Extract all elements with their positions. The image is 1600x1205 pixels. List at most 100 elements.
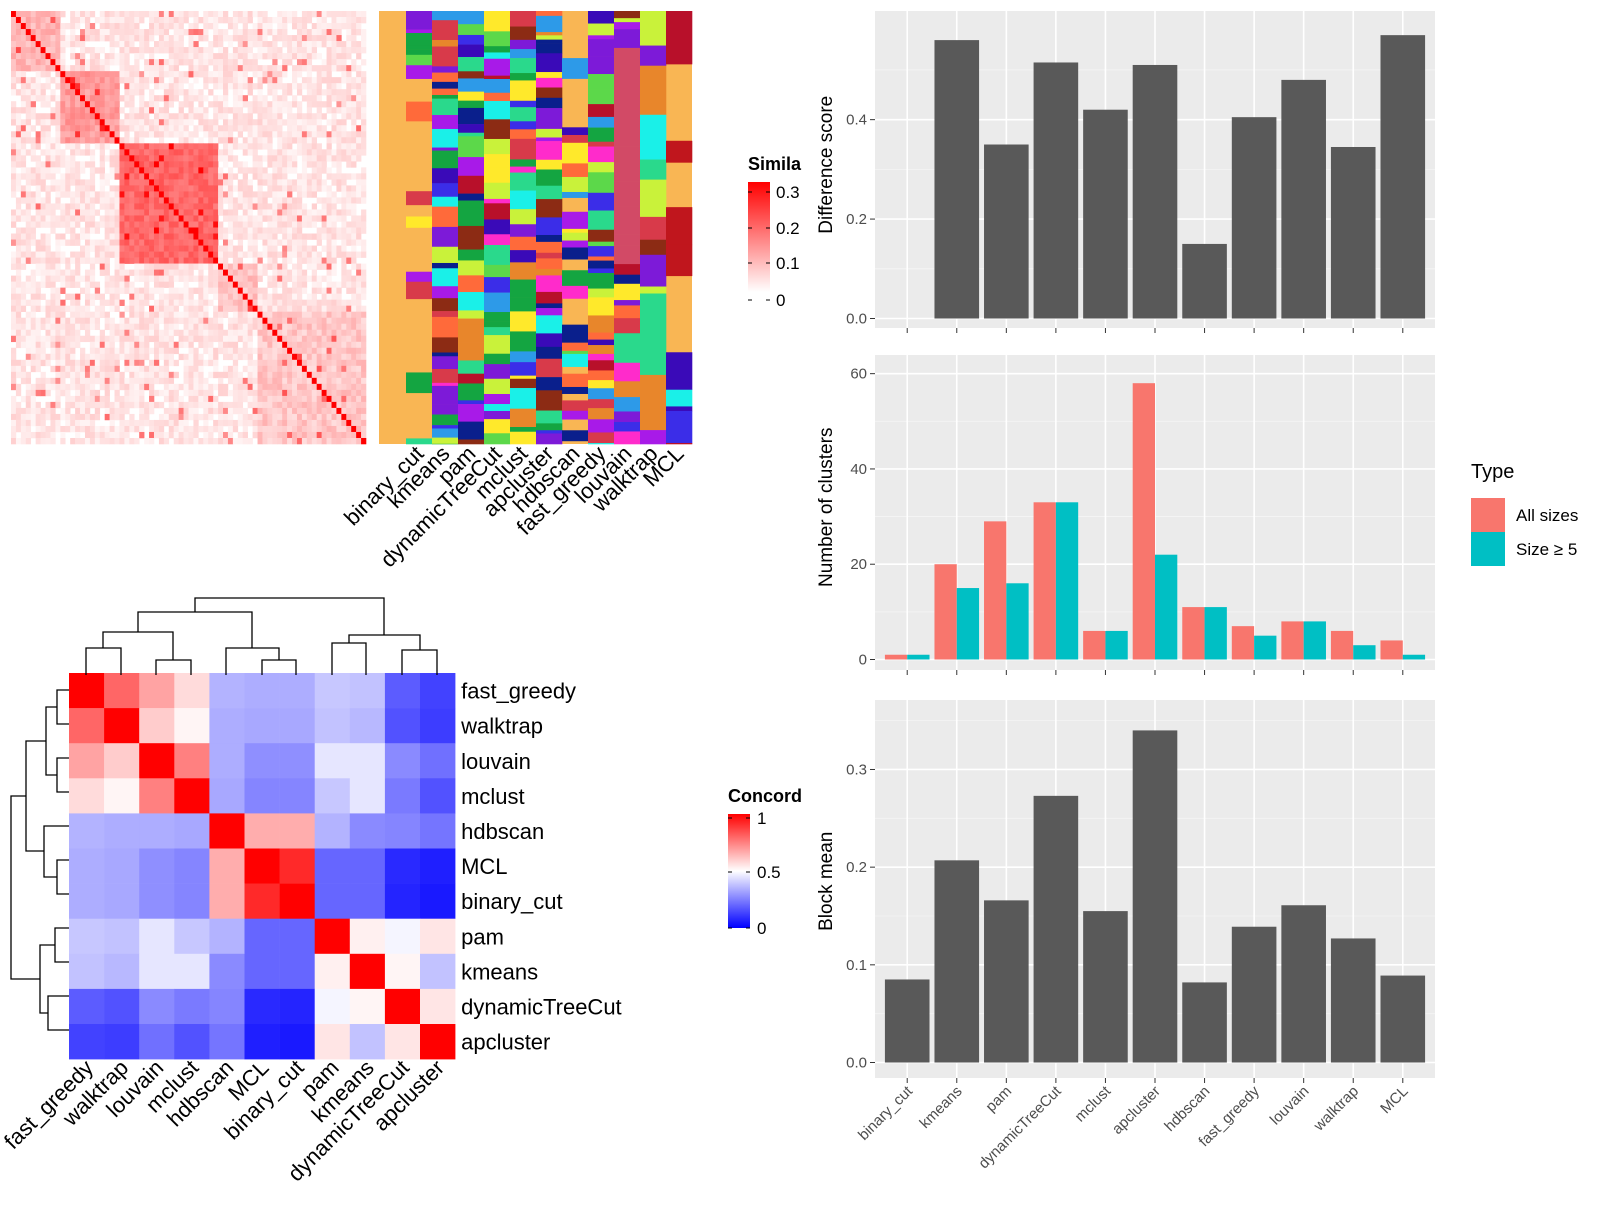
similarity-cell bbox=[60, 101, 65, 107]
similarity-cell bbox=[174, 143, 179, 149]
similarity-cell bbox=[189, 185, 194, 191]
similarity-cell bbox=[154, 270, 159, 276]
similarity-cell bbox=[169, 372, 174, 378]
similarity-cell bbox=[317, 240, 322, 246]
similarity-cell bbox=[307, 101, 312, 107]
concordance-cell bbox=[139, 884, 174, 919]
similarity-cell bbox=[149, 107, 154, 113]
similarity-cell bbox=[179, 438, 184, 444]
similarity-cell bbox=[105, 179, 110, 185]
similarity-cell bbox=[198, 143, 203, 149]
similarity-cell bbox=[322, 354, 327, 360]
cluster-assignment-cell bbox=[458, 310, 484, 318]
concordance-cell bbox=[350, 778, 385, 813]
similarity-cell bbox=[36, 137, 41, 143]
similarity-cell bbox=[105, 228, 110, 234]
similarity-cell bbox=[16, 276, 21, 282]
similarity-cell bbox=[193, 209, 198, 215]
similarity-cell bbox=[331, 137, 336, 143]
similarity-cell bbox=[193, 318, 198, 324]
similarity-cell bbox=[46, 173, 51, 179]
similarity-cell bbox=[336, 306, 341, 312]
similarity-cell bbox=[26, 342, 31, 348]
concordance-cell bbox=[174, 884, 209, 919]
similarity-cell bbox=[129, 384, 134, 390]
similarity-cell bbox=[144, 203, 149, 209]
similarity-cell bbox=[139, 234, 144, 240]
similarity-cell bbox=[228, 215, 233, 221]
similarity-cell bbox=[95, 396, 100, 402]
similarity-cell bbox=[292, 23, 297, 29]
similarity-cell bbox=[213, 35, 218, 41]
similarity-cell bbox=[139, 215, 144, 221]
similarity-cell bbox=[213, 288, 218, 294]
similarity-cell bbox=[184, 101, 189, 107]
similarity-cell bbox=[317, 318, 322, 324]
cluster-assignment-cell bbox=[666, 352, 692, 390]
similarity-cell bbox=[134, 348, 139, 354]
similarity-cell bbox=[124, 234, 129, 240]
similarity-cell bbox=[179, 330, 184, 336]
similarity-cell bbox=[322, 438, 327, 444]
similarity-cell bbox=[60, 354, 65, 360]
similarity-cell bbox=[174, 402, 179, 408]
similarity-cell bbox=[75, 330, 80, 336]
similarity-cell bbox=[105, 276, 110, 282]
similarity-cell bbox=[26, 246, 31, 252]
similarity-cell bbox=[307, 119, 312, 125]
similarity-cell bbox=[80, 408, 85, 414]
similarity-cell bbox=[336, 29, 341, 35]
similarity-cell bbox=[233, 390, 238, 396]
cluster-assignment-cell bbox=[432, 168, 458, 183]
similarity-cell bbox=[164, 336, 169, 342]
similarity-cell bbox=[41, 420, 46, 426]
similarity-cell bbox=[193, 390, 198, 396]
similarity-cell bbox=[75, 306, 80, 312]
concordance-cell bbox=[350, 849, 385, 884]
similarity-cell bbox=[322, 185, 327, 191]
similarity-cell bbox=[26, 35, 31, 41]
similarity-cell bbox=[134, 402, 139, 408]
similarity-cell bbox=[346, 378, 351, 384]
similarity-cell bbox=[203, 221, 208, 227]
similarity-cell bbox=[356, 137, 361, 143]
similarity-cell bbox=[100, 221, 105, 227]
similarity-cell bbox=[356, 336, 361, 342]
similarity-cell bbox=[287, 276, 292, 282]
similarity-cell bbox=[31, 17, 36, 23]
similarity-cell bbox=[336, 414, 341, 420]
similarity-cell bbox=[341, 438, 346, 444]
similarity-cell bbox=[139, 336, 144, 342]
cluster-assignment-cell bbox=[640, 180, 666, 218]
similarity-cell bbox=[164, 240, 169, 246]
similarity-cell bbox=[36, 41, 41, 47]
similarity-cell bbox=[267, 113, 272, 119]
similarity-cell bbox=[233, 336, 238, 342]
similarity-cell bbox=[282, 29, 287, 35]
cluster-assignment-cell bbox=[562, 163, 588, 177]
similarity-cell bbox=[238, 11, 243, 17]
similarity-cell bbox=[129, 300, 134, 306]
similarity-cell bbox=[267, 402, 272, 408]
similarity-cell bbox=[331, 294, 336, 300]
similarity-cell bbox=[341, 426, 346, 432]
similarity-cell bbox=[149, 161, 154, 167]
similarity-cell bbox=[213, 149, 218, 155]
similarity-cell bbox=[198, 366, 203, 372]
similarity-cell bbox=[233, 228, 238, 234]
similarity-cell bbox=[60, 378, 65, 384]
cluster-assignment-cell bbox=[484, 52, 510, 59]
similarity-cell bbox=[169, 426, 174, 432]
similarity-cell bbox=[60, 149, 65, 155]
similarity-cell bbox=[55, 252, 60, 258]
similarity-cell bbox=[16, 438, 21, 444]
cluster-assignment-cell bbox=[510, 173, 536, 191]
similarity-cell bbox=[336, 161, 341, 167]
similarity-cell bbox=[356, 41, 361, 47]
similarity-cell bbox=[21, 228, 26, 234]
similarity-cell bbox=[119, 203, 124, 209]
similarity-cell bbox=[149, 203, 154, 209]
similarity-cell bbox=[124, 438, 129, 444]
similarity-cell bbox=[11, 294, 16, 300]
similarity-cell bbox=[36, 77, 41, 83]
